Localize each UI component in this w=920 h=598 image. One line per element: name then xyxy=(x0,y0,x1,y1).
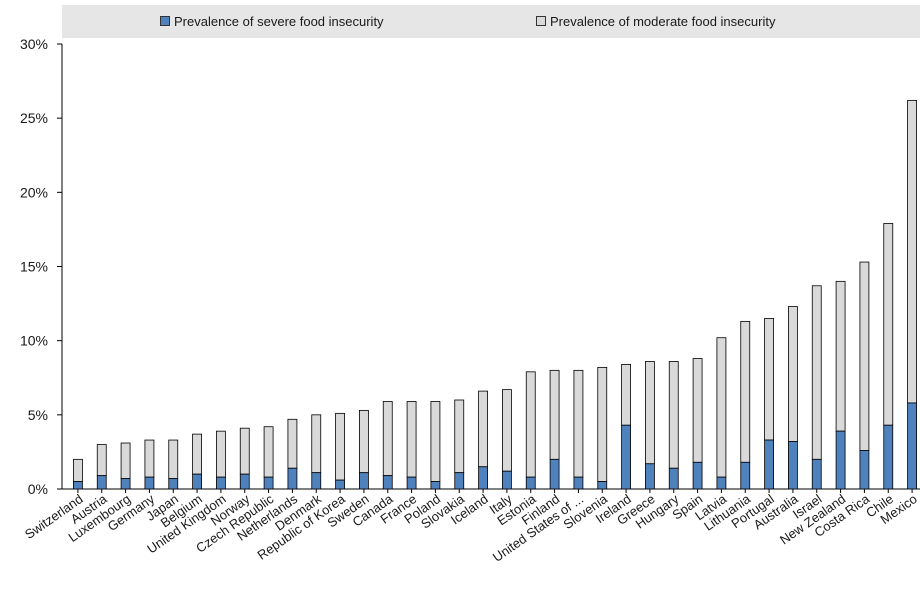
bar-severe xyxy=(120,478,131,490)
legend-label-moderate: Prevalence of moderate food insecurity xyxy=(550,13,776,29)
bar-severe xyxy=(907,402,917,490)
bar-moderate xyxy=(382,401,393,477)
bar-moderate xyxy=(239,427,250,475)
bar-moderate xyxy=(740,320,751,463)
bar-moderate xyxy=(263,426,274,478)
bar-moderate xyxy=(287,418,298,469)
legend: Prevalence of severe food insecurity Pre… xyxy=(62,5,920,38)
bar-moderate xyxy=(96,444,107,477)
bar-severe xyxy=(811,458,822,490)
bar-moderate xyxy=(907,99,917,404)
bar-moderate xyxy=(716,337,727,478)
bar-moderate xyxy=(406,401,417,478)
bar-severe xyxy=(73,481,83,490)
bar-severe xyxy=(716,476,727,490)
bar-moderate xyxy=(645,361,655,465)
bar-severe xyxy=(478,466,488,490)
bar-severe xyxy=(740,461,751,490)
bar-moderate xyxy=(859,261,870,451)
bar-moderate xyxy=(430,401,441,482)
bar-moderate xyxy=(168,439,179,480)
bar-severe xyxy=(621,424,631,490)
bar-severe xyxy=(359,472,369,490)
bar-moderate xyxy=(216,430,226,478)
bar-moderate xyxy=(811,285,822,460)
bar-moderate xyxy=(454,399,465,474)
bar-severe xyxy=(764,439,774,490)
bar-moderate xyxy=(359,409,369,474)
bar-moderate xyxy=(73,458,83,482)
bar-severe xyxy=(406,476,417,490)
legend-swatch-moderate xyxy=(536,16,546,26)
bar-moderate xyxy=(192,433,202,475)
bar-severe xyxy=(788,441,798,490)
y-tick-label: 10% xyxy=(20,333,48,349)
y-tick-label: 30% xyxy=(20,36,48,52)
bar-moderate xyxy=(668,361,679,469)
bar-severe xyxy=(382,475,393,490)
bar-moderate xyxy=(478,390,488,468)
legend-item-severe: Prevalence of severe food insecurity xyxy=(160,13,384,29)
bar-moderate xyxy=(788,306,798,442)
y-tick-label: 5% xyxy=(28,407,48,423)
bar-severe xyxy=(287,467,298,490)
bar-severe xyxy=(239,473,250,490)
bar-moderate xyxy=(573,369,584,478)
bar-severe xyxy=(144,476,155,490)
bar-severe xyxy=(859,450,870,490)
bar-moderate xyxy=(335,412,345,481)
bar-severe xyxy=(692,461,703,490)
bar-severe xyxy=(96,475,107,490)
bar-moderate xyxy=(525,371,536,478)
bar-severe xyxy=(335,479,345,490)
bar-severe xyxy=(168,478,179,490)
legend-swatch-severe xyxy=(160,16,170,26)
bar-moderate xyxy=(502,389,512,472)
bar-moderate xyxy=(120,442,131,480)
bar-moderate xyxy=(311,414,322,474)
legend-label-severe: Prevalence of severe food insecurity xyxy=(174,13,384,29)
bar-severe xyxy=(502,470,512,490)
bar-moderate xyxy=(144,439,155,478)
bar-severe xyxy=(549,458,560,490)
bar-severe xyxy=(454,472,465,490)
bar-severe xyxy=(311,472,322,490)
bar-moderate xyxy=(835,280,846,432)
y-tick-label: 20% xyxy=(20,184,48,200)
bar-moderate xyxy=(692,358,703,463)
bar-severe xyxy=(835,430,846,490)
legend-item-moderate: Prevalence of moderate food insecurity xyxy=(536,13,775,29)
bar-moderate xyxy=(597,366,608,482)
bar-severe xyxy=(192,473,202,490)
bar-moderate xyxy=(621,363,631,426)
y-tick-label: 0% xyxy=(28,481,48,497)
bar-moderate xyxy=(764,318,774,441)
bar-severe xyxy=(430,481,441,490)
bar-severe xyxy=(597,481,608,490)
bar-severe xyxy=(263,476,274,490)
bar-severe xyxy=(645,463,655,490)
bar-severe xyxy=(668,467,679,490)
y-tick-label: 15% xyxy=(20,259,48,275)
bar-severe xyxy=(573,476,584,490)
bar-severe xyxy=(216,476,226,490)
bar-severe xyxy=(525,476,536,490)
bar-moderate xyxy=(549,369,560,460)
bar-severe xyxy=(883,424,894,490)
y-tick-label: 25% xyxy=(20,110,48,126)
bar-moderate xyxy=(883,223,894,426)
